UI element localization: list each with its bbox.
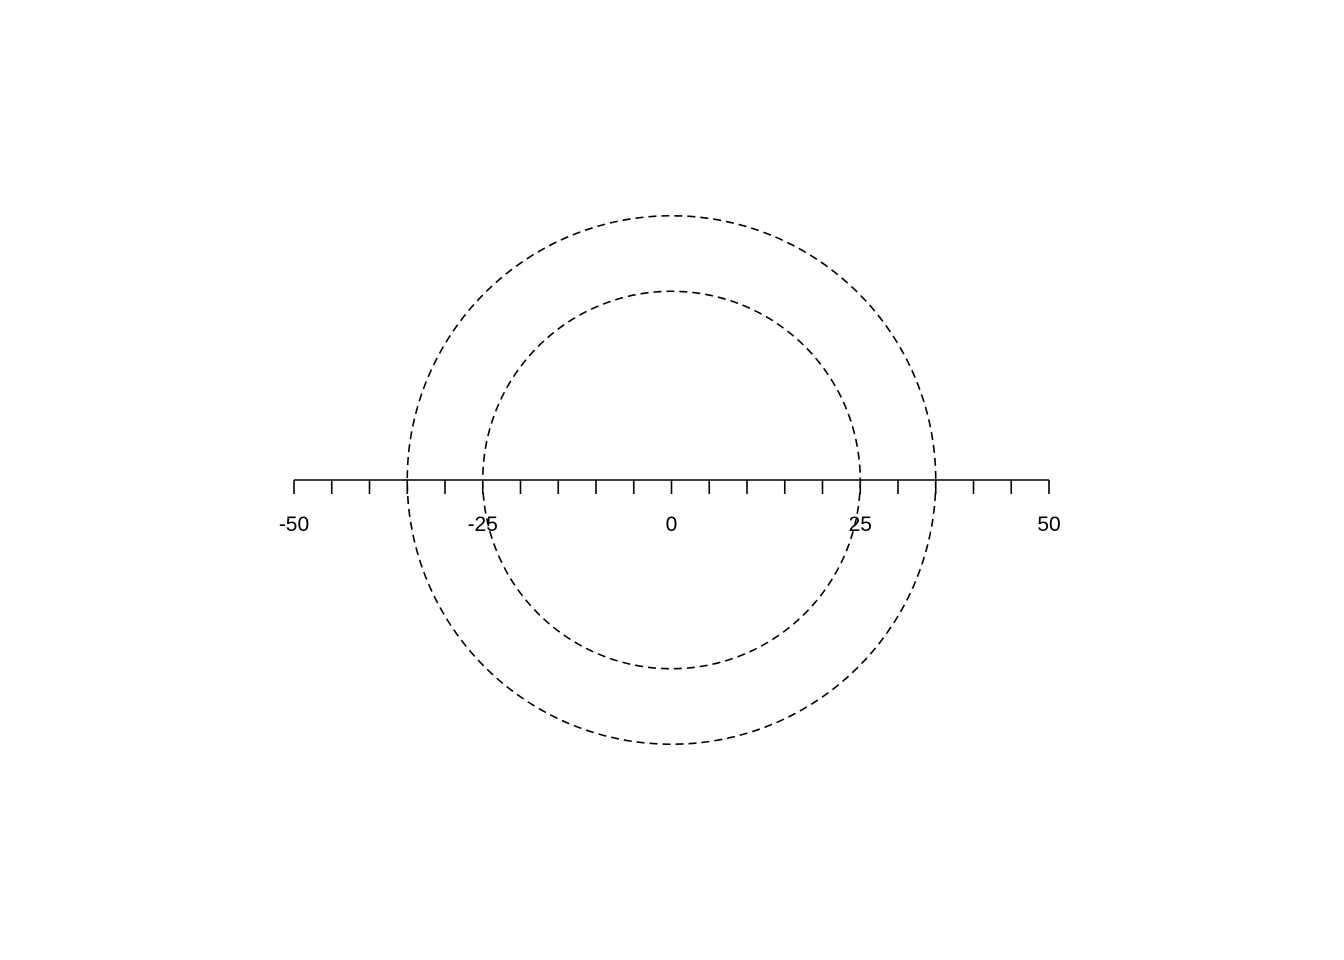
x-tick-label: -50 bbox=[279, 513, 309, 536]
x-tick-label: 25 bbox=[849, 513, 872, 536]
x-tick-label: 0 bbox=[666, 513, 678, 536]
x-tick-label: 50 bbox=[1037, 513, 1060, 536]
x-tick-label: -25 bbox=[468, 513, 498, 536]
x-axis: -50 -25 0 25 50 bbox=[279, 479, 1061, 536]
